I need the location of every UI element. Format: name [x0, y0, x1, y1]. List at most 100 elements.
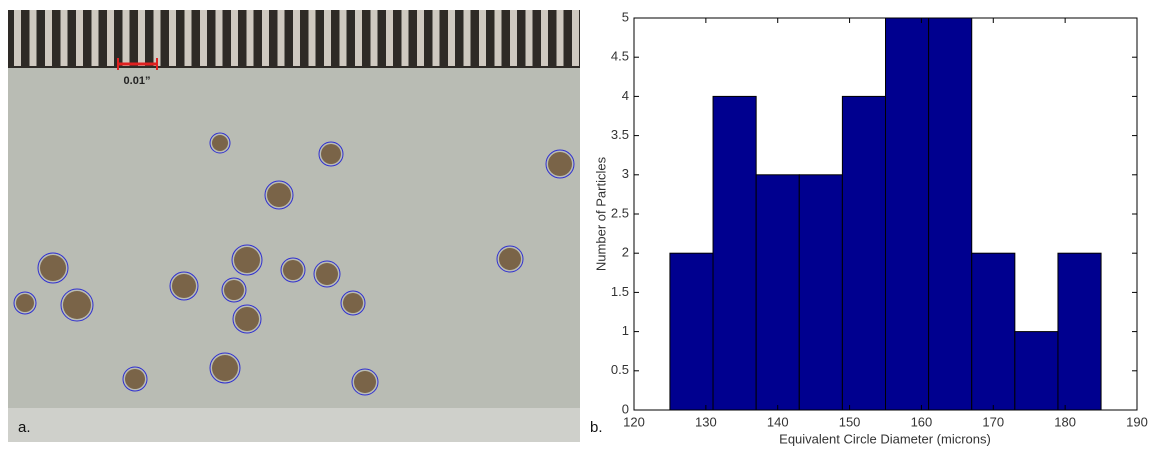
x-tick-label: 130 [695, 414, 717, 429]
particle-outline [209, 132, 231, 154]
y-tick-label: 3 [622, 166, 629, 181]
y-tick-label: 0 [622, 401, 629, 416]
ruler-stripe [308, 10, 316, 66]
bar [669, 252, 714, 411]
y-tick-label: 1 [622, 323, 629, 338]
particle [212, 135, 228, 151]
panel-label: b. [590, 419, 603, 436]
x-tick-label: 160 [911, 414, 933, 429]
bar [885, 17, 930, 411]
particle-outline [280, 257, 306, 283]
particle [212, 355, 238, 381]
ruler-stripe [231, 10, 238, 66]
ruler-stripe [60, 10, 68, 66]
micrograph [8, 10, 580, 442]
ruler-stripe [153, 10, 161, 66]
particle-outline [545, 149, 575, 179]
x-tick-label: 140 [767, 414, 789, 429]
ruler-stripe [463, 10, 471, 66]
particle [16, 294, 34, 312]
ruler-stripe [494, 10, 502, 66]
ruler-stripe [572, 10, 579, 66]
bar [1014, 331, 1059, 411]
particle [224, 280, 244, 300]
y-tick-label: 2 [622, 245, 629, 260]
ruler-stripe [138, 10, 145, 66]
particle-outline [169, 271, 199, 301]
particle-outline [340, 290, 366, 316]
ruler-stripe [262, 10, 269, 66]
particle-outline [37, 252, 69, 284]
particle-outline [122, 366, 148, 392]
image-background [8, 10, 580, 442]
ruler-stripe [200, 10, 207, 66]
ruler-stripe [45, 10, 52, 66]
ruler-stripe [525, 10, 533, 66]
ruler-stripe [370, 10, 378, 66]
ruler-stripe [246, 10, 254, 66]
bar [971, 252, 1016, 411]
scale-label: 0.01” [124, 75, 151, 87]
particle [354, 371, 376, 393]
y-tick-label: 4 [622, 88, 629, 103]
particle-outline [221, 277, 247, 303]
particle-outline [60, 288, 94, 322]
ruler-stripe [107, 10, 114, 66]
y-tick-label: 0.5 [611, 362, 629, 377]
particle [343, 293, 363, 313]
ruler-stripe [277, 10, 285, 66]
bar [798, 174, 843, 411]
y-tick-label: 1.5 [611, 284, 629, 299]
bar [712, 95, 757, 411]
ruler-stripe [29, 10, 37, 66]
particle-outline [264, 180, 294, 210]
ruler-stripe [355, 10, 362, 66]
bar [841, 95, 887, 411]
y-tick-label: 5 [622, 9, 629, 24]
bar [928, 17, 973, 411]
x-tick-label: 170 [982, 414, 1004, 429]
particle-outline [496, 245, 524, 273]
ruler-stripe [184, 10, 192, 66]
particle-outline [313, 260, 341, 288]
particle [40, 255, 66, 281]
ruler-stripe [169, 10, 176, 66]
ruler-stripe [401, 10, 409, 66]
y-tick-label: 3.5 [611, 127, 629, 142]
ruler-stripe [541, 10, 548, 66]
particle-outline [351, 368, 379, 396]
ruler-stripe [91, 10, 99, 66]
particle [234, 247, 260, 273]
x-tick-label: 190 [1126, 414, 1148, 429]
ruler-stripe [479, 10, 486, 66]
particle [321, 144, 341, 164]
panel-label: a. [18, 419, 31, 436]
ruler-stripe [76, 10, 83, 66]
particle-outline [13, 291, 37, 315]
y-tick-label: 2.5 [611, 205, 629, 220]
ruler-stripe [14, 10, 21, 66]
particle [63, 291, 91, 319]
bar [1057, 252, 1102, 411]
ruler-stripe [293, 10, 300, 66]
particle-outline [232, 304, 262, 334]
particle [316, 263, 338, 285]
particle [267, 183, 291, 207]
x-axis-label: Equivalent Circle Diameter (microns) [779, 431, 991, 446]
y-axis-label: Number of Particles [593, 156, 608, 271]
ruler-stripe [324, 10, 331, 66]
particle-outline [318, 141, 344, 167]
x-tick-label: 120 [623, 414, 645, 429]
ruler-stripe [339, 10, 347, 66]
particle [235, 307, 259, 331]
particle [172, 274, 196, 298]
image-band [8, 408, 580, 442]
ruler-stripe [417, 10, 424, 66]
y-tick-label: 4.5 [611, 49, 629, 64]
particle [499, 248, 521, 270]
particle-outline [231, 244, 263, 276]
ruler-stripe [432, 10, 440, 66]
ruler-stripe [386, 10, 393, 66]
x-tick-label: 180 [1054, 414, 1076, 429]
ruler-stripe [122, 10, 130, 66]
